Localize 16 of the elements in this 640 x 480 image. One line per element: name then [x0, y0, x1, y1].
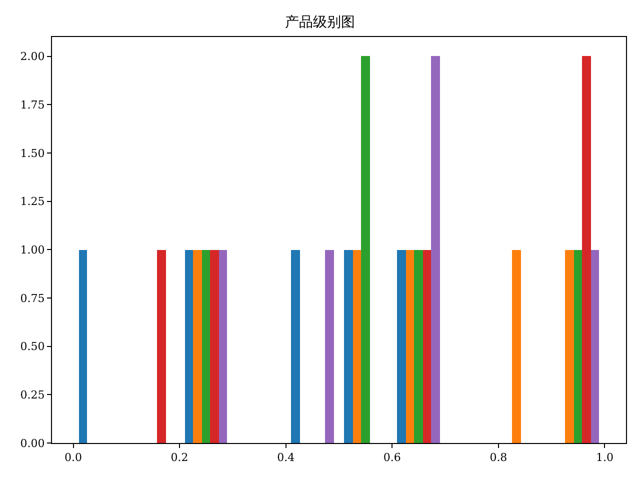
x-tick-label: 0.6 — [383, 451, 401, 464]
y-tick-label: 0.50 — [20, 340, 45, 354]
chart-title: 产品级别图 — [285, 14, 355, 31]
y-tick-label: 0.75 — [20, 292, 45, 305]
y-tick-label: 0.25 — [20, 388, 45, 402]
x-tick-label: 0.0 — [64, 451, 82, 464]
x-tick-label: 0.8 — [490, 451, 508, 464]
x-tick-label: 0.2 — [170, 451, 188, 464]
y-tick-label: 1.75 — [20, 98, 45, 112]
y-tick-label: 1.00 — [20, 244, 45, 257]
y-tick-label: 1.50 — [20, 146, 45, 160]
x-tick-label: 1.0 — [596, 451, 614, 464]
y-tick-label: 1.25 — [20, 195, 45, 208]
y-tick-label: 2.00 — [20, 50, 45, 64]
y-tick-label: 0.00 — [20, 436, 45, 450]
x-tick-label: 0.4 — [277, 451, 295, 464]
